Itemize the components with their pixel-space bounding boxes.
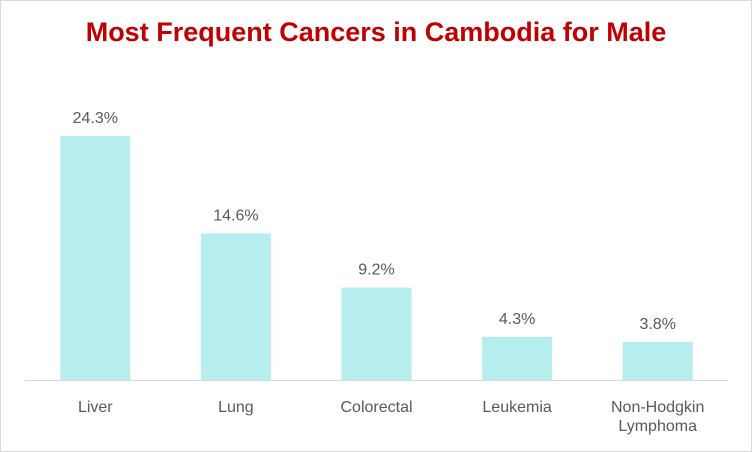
data-label: 24.3% — [73, 110, 118, 127]
category-tick-label: Leukemia — [482, 399, 551, 416]
bars-group — [60, 136, 693, 380]
bar-colorectal — [341, 287, 412, 380]
bar-liver — [60, 136, 131, 380]
category-tick-label: Colorectal — [340, 399, 412, 416]
data-label: 9.2% — [358, 262, 394, 279]
category-labels-group: Liver Lung Colorectal Leukemia Non-Hodgkin Ly… — [78, 399, 704, 435]
data-label: 14.6% — [213, 207, 258, 224]
category-tick-label: Liver — [78, 399, 113, 416]
bar-lung — [200, 233, 271, 380]
category-tick-label: Lung — [218, 399, 254, 416]
chart-title: Most Frequent Cancers in Cambodia for Ma… — [85, 17, 667, 47]
data-label: 3.8% — [639, 316, 675, 333]
data-label: 4.3% — [499, 311, 535, 328]
bar-leukemia — [482, 336, 553, 380]
category-tick-label: Non-Hodgkin Lymphoma — [611, 399, 704, 435]
bar-non-hodgkin-lymphoma — [622, 341, 693, 380]
data-labels-group: 24.3% 14.6% 9.2% 4.3% 3.8% — [73, 110, 676, 333]
